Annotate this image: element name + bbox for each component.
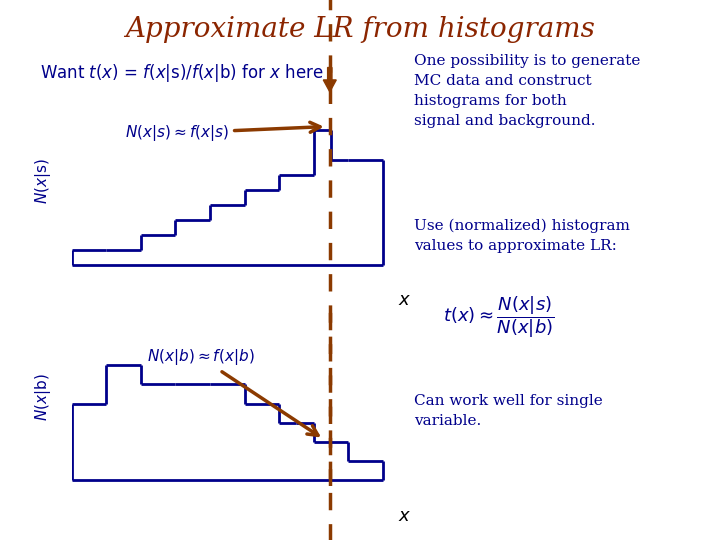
Text: Approximate LR from histograms: Approximate LR from histograms (125, 16, 595, 43)
Text: Can work well for single
variable.: Can work well for single variable. (414, 394, 603, 428)
Text: $N(\mathit{x}|$b$)$: $N(\mathit{x}|$b$)$ (34, 373, 53, 421)
Text: $N(\mathit{x}|$s$)$: $N(\mathit{x}|$s$)$ (34, 158, 53, 204)
Text: $\mathit{x}$: $\mathit{x}$ (398, 508, 411, 525)
Text: $\mathit{x}$: $\mathit{x}$ (398, 292, 411, 309)
Text: $N(\mathit{x}|$s$) \approx f(\mathit{x}|$s$)$: $N(\mathit{x}|$s$) \approx f(\mathit{x}|… (125, 122, 320, 143)
Text: One possibility is to generate
MC data and construct
histograms for both
signal : One possibility is to generate MC data a… (414, 54, 640, 128)
Text: Use (normalized) histogram
values to approximate LR:: Use (normalized) histogram values to app… (414, 219, 630, 253)
Text: $N(\mathit{x}|$b$) \approx f(\mathit{x}|$b$)$: $N(\mathit{x}|$b$) \approx f(\mathit{x}|… (147, 347, 318, 435)
Text: $\mathit{t}(\mathit{x}) \approx \dfrac{N(\mathit{x}|s)}{N(\mathit{x}|b)}$: $\mathit{t}(\mathit{x}) \approx \dfrac{N… (443, 294, 554, 340)
Text: Want $\mathit{t}(\mathit{x})$ = $\mathit{f}(\mathit{x}|$s$)/\mathit{f}(\mathit{x: Want $\mathit{t}(\mathit{x})$ = $\mathit… (40, 62, 323, 84)
